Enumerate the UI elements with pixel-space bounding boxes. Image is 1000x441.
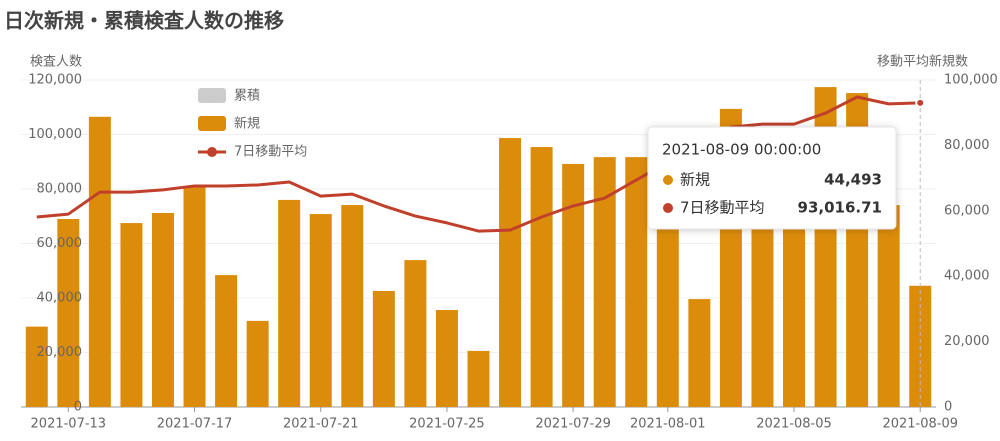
bar xyxy=(341,205,364,407)
legend-label: 新規 xyxy=(234,116,260,132)
bar xyxy=(278,199,301,407)
x-tick-label: 2021-08-05 xyxy=(756,417,832,432)
legend-swatch xyxy=(198,88,226,103)
bar xyxy=(877,205,900,407)
bar xyxy=(404,260,427,407)
y2-tick-label: 0 xyxy=(944,400,952,415)
y2-tick-label: 60,000 xyxy=(944,203,990,218)
bar xyxy=(656,221,679,407)
tooltip-dot xyxy=(663,203,673,213)
bar xyxy=(309,214,332,407)
x-tick-label: 2021-07-17 xyxy=(157,417,233,432)
bar xyxy=(151,212,174,407)
x-tick-label: 2021-08-09 xyxy=(882,417,958,432)
y2-tick-label: 20,000 xyxy=(944,334,990,349)
bar xyxy=(593,157,616,407)
tooltip-label: 7日移動平均 xyxy=(680,199,765,217)
bar xyxy=(625,157,648,407)
chart-title: 日次新規・累積検査人数の推移 xyxy=(4,9,284,33)
legend-label: 7日移動平均 xyxy=(234,145,307,160)
y-tick-label: 60,000 xyxy=(37,236,83,251)
bar xyxy=(372,290,395,407)
bar xyxy=(688,299,711,407)
x-tick-label: 2021-07-25 xyxy=(409,417,485,432)
x-tick-label: 2021-07-21 xyxy=(283,417,359,432)
y-axis-label: 検査人数 xyxy=(30,55,82,70)
legend-label: 累積 xyxy=(234,89,260,104)
y-tick-label: 80,000 xyxy=(37,182,83,197)
y-tick-label: 20,000 xyxy=(37,345,83,360)
x-tick-label: 2021-08-01 xyxy=(630,417,706,432)
tooltip-value: 44,493 xyxy=(824,171,882,189)
x-tick-label: 2021-07-29 xyxy=(535,417,611,432)
tooltip-value: 93,016.71 xyxy=(798,199,882,217)
bar xyxy=(215,275,238,407)
x-tick-label: 2021-07-13 xyxy=(31,417,107,432)
tooltip-box xyxy=(647,126,897,230)
bar xyxy=(88,116,111,407)
y-tick-label: 120,000 xyxy=(28,73,82,88)
bar xyxy=(467,350,490,407)
legend-swatch xyxy=(198,116,226,131)
bar xyxy=(499,138,522,408)
bar xyxy=(530,147,553,407)
y2-tick-label: 80,000 xyxy=(944,138,990,153)
bar xyxy=(25,326,48,407)
tooltip-title: 2021-08-09 00:00:00 xyxy=(662,141,821,159)
bar xyxy=(562,163,585,407)
bar xyxy=(120,223,143,407)
bar xyxy=(183,186,206,407)
bar xyxy=(435,309,458,407)
y-tick-label: 100,000 xyxy=(28,127,82,142)
bar xyxy=(57,218,80,407)
y-tick-label: 0 xyxy=(74,400,82,415)
tooltip-dot xyxy=(663,175,673,185)
tooltip-label: 新規 xyxy=(680,171,710,189)
bar xyxy=(246,320,269,407)
tooltip: 2021-08-09 00:00:00 新規 44,493 7日移動平均 93,016.… xyxy=(647,126,897,230)
y-tick-label: 40,000 xyxy=(37,291,83,306)
y2-tick-label: 100,000 xyxy=(944,73,998,88)
y2-axis-label: 移動平均新規数 xyxy=(877,54,968,70)
hover-point xyxy=(915,97,926,108)
legend-swatch xyxy=(207,147,217,157)
line xyxy=(36,95,921,233)
y2-tick-label: 40,000 xyxy=(944,269,990,284)
